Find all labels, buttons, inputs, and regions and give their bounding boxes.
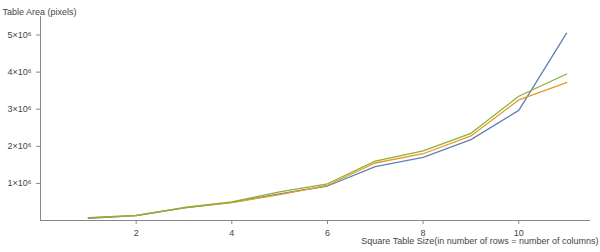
svg-text:3×10⁶: 3×10⁶ xyxy=(8,104,32,114)
svg-text:5×10⁶: 5×10⁶ xyxy=(8,30,32,40)
svg-text:1×10⁶: 1×10⁶ xyxy=(8,178,32,188)
svg-text:2: 2 xyxy=(134,228,139,238)
svg-text:Square Table Size(in number of: Square Table Size(in number of rows = nu… xyxy=(361,236,598,246)
svg-text:4: 4 xyxy=(229,228,234,238)
svg-text:2×10⁶: 2×10⁶ xyxy=(8,141,32,151)
svg-text:Table Area (pixels): Table Area (pixels) xyxy=(3,7,77,17)
svg-text:6: 6 xyxy=(325,228,330,238)
svg-text:4×10⁶: 4×10⁶ xyxy=(8,67,32,77)
svg-text:8: 8 xyxy=(420,227,426,238)
svg-text:10: 10 xyxy=(513,227,524,238)
